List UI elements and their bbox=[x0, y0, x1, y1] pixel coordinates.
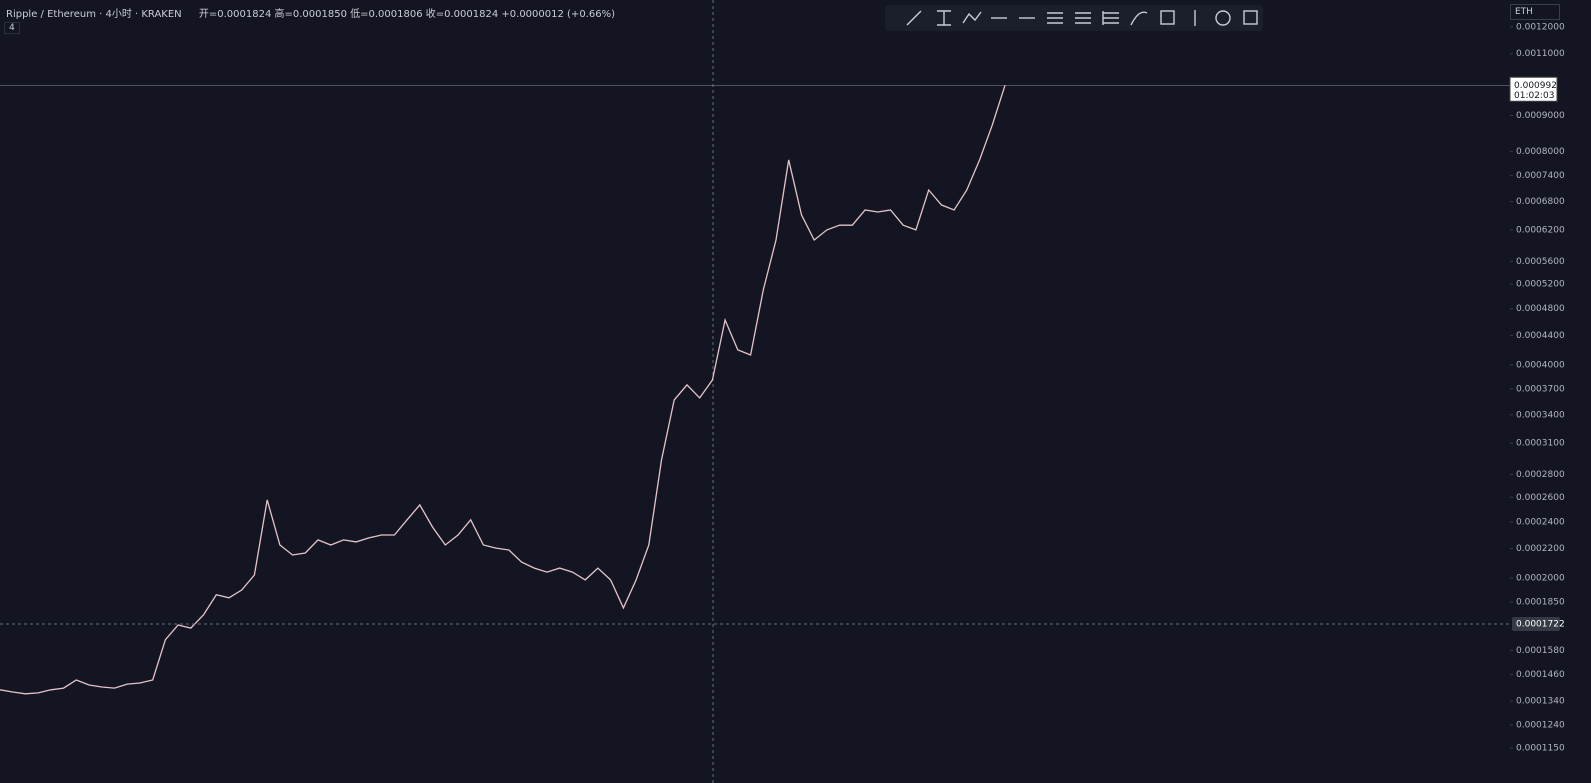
y-tick-label: 0.0011000 bbox=[1516, 49, 1565, 59]
text-tool[interactable] bbox=[937, 10, 951, 26]
price-line bbox=[0, 85, 1006, 695]
channel-tool[interactable] bbox=[1047, 12, 1063, 24]
fib-tool[interactable] bbox=[1102, 11, 1119, 25]
pitchfork-tool[interactable] bbox=[1075, 12, 1091, 24]
y-tick-label: 0.0003100 bbox=[1516, 439, 1565, 449]
y-tick-label: 0.0003400 bbox=[1516, 410, 1565, 420]
curve-tool[interactable] bbox=[1130, 11, 1148, 26]
y-tick-label: 0.0006200 bbox=[1516, 226, 1565, 236]
crosshair-price-label: 0.0001722 bbox=[1516, 619, 1565, 629]
last-price-box bbox=[1509, 76, 1558, 102]
y-tick-label: 0.0012000 bbox=[1516, 22, 1565, 32]
path-tool[interactable] bbox=[962, 11, 982, 24]
y-tick-label: 0.0009000 bbox=[1516, 111, 1565, 121]
y-tick-label: 0.0001850 bbox=[1516, 597, 1565, 607]
toolbar-icons bbox=[906, 10, 1258, 26]
y-tick-label: 0.0006800 bbox=[1516, 197, 1565, 207]
y-tick-label: 0.0001240 bbox=[1516, 720, 1565, 730]
last-price-label: 0.0009928 bbox=[1514, 81, 1563, 91]
rectangle-tool[interactable] bbox=[1160, 10, 1175, 25]
y-tick-label: 0.0003700 bbox=[1516, 384, 1565, 394]
y-tick-label: 0.0002800 bbox=[1516, 470, 1565, 480]
y-tick-label: 0.0002200 bbox=[1516, 544, 1565, 554]
y-tick-label: 0.0001150 bbox=[1516, 744, 1565, 754]
header: Ripple / Ethereum · 4小时 · KRAKEN 开=0.000… bbox=[6, 5, 629, 20]
symbol-title[interactable]: Ripple / Ethereum · 4小时 · KRAKEN bbox=[6, 9, 182, 20]
y-tick-label: 0.0002000 bbox=[1516, 573, 1565, 583]
crosshair-price-box bbox=[1512, 616, 1560, 631]
grid-tool[interactable] bbox=[1243, 10, 1258, 25]
y-tick-label: 0.0007400 bbox=[1516, 171, 1565, 181]
trend-line-tool[interactable] bbox=[906, 10, 922, 26]
y-tick-label: 0.0004400 bbox=[1516, 331, 1565, 341]
currency-menu[interactable]: ETH bbox=[1510, 4, 1560, 20]
y-tick-label: 0.0004000 bbox=[1516, 360, 1565, 370]
y-tick-label: 0.0001460 bbox=[1516, 670, 1565, 680]
y-tick-label: 0.0001340 bbox=[1516, 697, 1565, 707]
y-tick-label: 0.0002600 bbox=[1516, 493, 1565, 503]
y-tick-label: 0.0002400 bbox=[1516, 517, 1565, 527]
y-tick-label: 0.0005600 bbox=[1516, 257, 1565, 267]
y-tick-label: 0.0001580 bbox=[1516, 646, 1565, 656]
y-tick-label: 0.0008000 bbox=[1516, 147, 1565, 157]
y-tick-label: 0.0005200 bbox=[1516, 280, 1565, 290]
price-axis bbox=[1510, 0, 1591, 783]
countdown-label: 01:02:03 bbox=[1514, 91, 1554, 101]
ohlc-readout: 开=0.0001824 高=0.0001850 低=0.0001806 收=0.… bbox=[198, 9, 615, 20]
circle-tool[interactable] bbox=[1215, 10, 1231, 26]
drawing-toolbar bbox=[885, 5, 1263, 31]
interval-badge[interactable]: 4 bbox=[4, 22, 20, 34]
y-tick-label: 0.0004800 bbox=[1516, 304, 1565, 314]
